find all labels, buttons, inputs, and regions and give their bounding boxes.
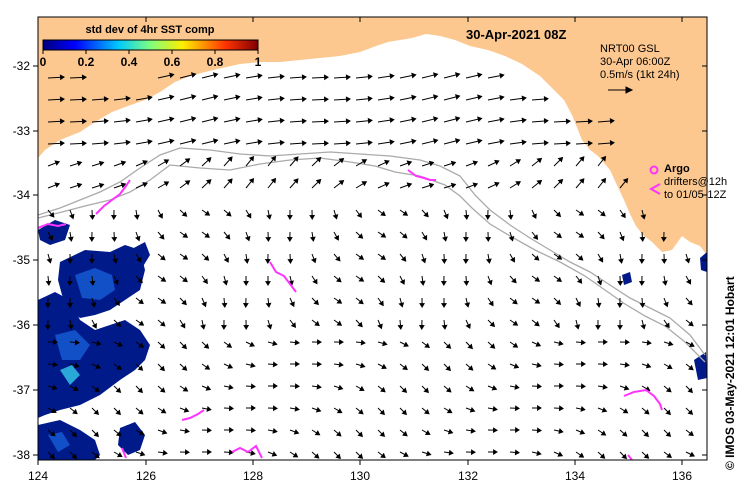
drifter-legend-label: drifters@12h to 01/05-12Z bbox=[664, 176, 727, 202]
product-line-1: NRT00 GSL bbox=[600, 43, 660, 55]
colorbar-title: std dev of 4hr SST comp bbox=[86, 24, 215, 36]
longitude-tick-label: 134 bbox=[565, 469, 585, 483]
latitude-tick-label: -36 bbox=[13, 318, 31, 332]
longitude-tick-label: 136 bbox=[672, 469, 692, 483]
scale-arrow bbox=[608, 86, 634, 94]
colorbar-tick-label: 0.4 bbox=[121, 55, 138, 69]
colorbar-tick-label: 0 bbox=[40, 55, 47, 69]
drifter-track bbox=[181, 409, 205, 421]
drifter-track bbox=[627, 454, 633, 460]
argo-legend-label: Argo bbox=[664, 163, 690, 175]
drifter-track bbox=[269, 261, 297, 293]
current-vectors bbox=[44, 72, 695, 460]
longitude-tick-label: 126 bbox=[136, 469, 156, 483]
latitude-axis: -32 -33 -34 -35 -36 -37 -38 bbox=[13, 59, 707, 462]
longitude-tick-label: 130 bbox=[350, 469, 370, 483]
drifter-marker-icon bbox=[648, 183, 661, 195]
drifter-track bbox=[407, 169, 436, 181]
plot-frame bbox=[37, 16, 708, 461]
drifter-legend-line-2: to 01/05-12Z bbox=[664, 189, 727, 201]
drifter-legend-line-1: drifters@12h bbox=[664, 176, 728, 188]
drifter-track bbox=[121, 447, 127, 459]
credit-text: © IMOS 03-May-2021 12:01 Hobart bbox=[723, 276, 737, 470]
longitude-tick-label: 132 bbox=[458, 469, 478, 483]
drifter-track bbox=[95, 179, 131, 215]
latitude-tick-label: -38 bbox=[13, 448, 31, 462]
longitude-tick-label: 128 bbox=[243, 469, 263, 483]
colorbar-ticks: 0 0.2 0.4 0.6 0.8 1 bbox=[40, 50, 262, 69]
colorbar-gradient bbox=[42, 39, 259, 51]
drifter-track bbox=[38, 222, 67, 229]
drifter-track bbox=[231, 444, 263, 459]
product-line-2: 30-Apr 06:00Z bbox=[600, 56, 671, 68]
product-line-3: 0.5m/s (1kt 24h) bbox=[600, 69, 680, 81]
argo-marker-icon bbox=[649, 165, 659, 175]
sst-data-patches bbox=[38, 220, 707, 460]
longitude-axis: 124 126 128 130 132 134 136 bbox=[28, 17, 692, 483]
latitude-tick-label: -32 bbox=[13, 59, 31, 73]
longitude-tick-label: 124 bbox=[28, 469, 48, 483]
latitude-tick-label: -37 bbox=[13, 383, 31, 397]
colorbar-tick-label: 0.6 bbox=[164, 55, 181, 69]
latitude-tick-label: -35 bbox=[13, 253, 31, 267]
colorbar-tick-label: 0.8 bbox=[207, 55, 224, 69]
latitude-tick-label: -34 bbox=[13, 188, 31, 202]
product-info: NRT00 GSL 30-Apr 06:00Z 0.5m/s (1kt 24h) bbox=[600, 43, 679, 82]
drifter-tracks bbox=[38, 169, 663, 460]
latitude-tick-label: -33 bbox=[13, 124, 31, 138]
colorbar-tick-label: 0.2 bbox=[78, 55, 95, 69]
bathymetry-contours bbox=[38, 147, 706, 363]
colorbar-tick-label: 1 bbox=[255, 55, 262, 69]
drifter-track bbox=[623, 388, 663, 411]
map-title: 30-Apr-2021 08Z bbox=[466, 27, 567, 42]
